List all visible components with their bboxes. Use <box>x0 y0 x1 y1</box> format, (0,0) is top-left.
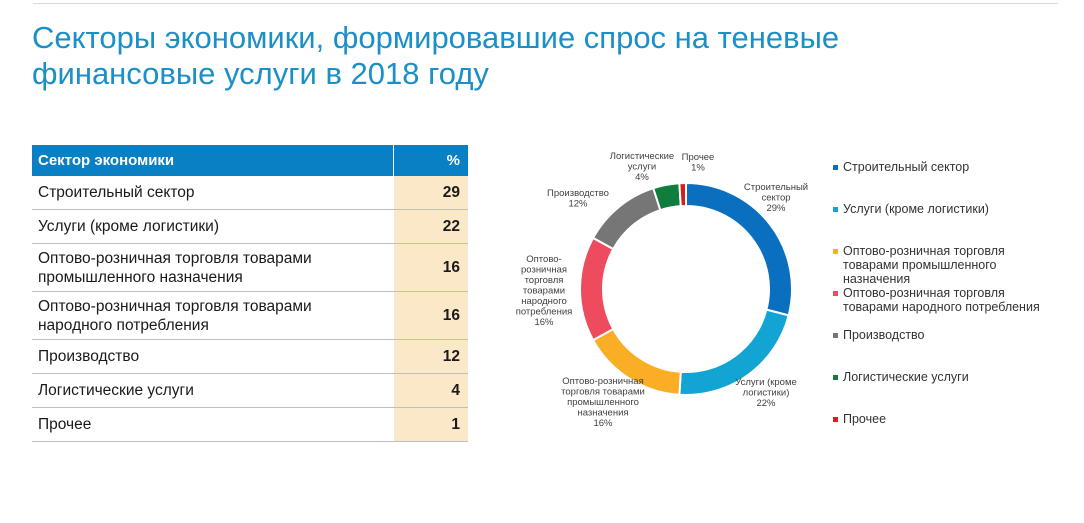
row-value: 22 <box>393 209 468 244</box>
row-value: 4 <box>393 373 468 408</box>
donut-slice <box>579 236 615 342</box>
slice-label: Прочее 1% <box>682 152 715 174</box>
table-row: Строительный сектор 29 <box>32 176 468 210</box>
row-sector-line: Оптово-розничная торговля товарами <box>38 297 312 315</box>
legend-swatch <box>833 165 838 170</box>
row-sector-line: Услуги (кроме логистики) <box>38 218 219 235</box>
legend-label-line: Логистические услуги <box>843 370 969 384</box>
legend-label: Строительный сектор <box>843 160 969 174</box>
row-sector: Строительный сектор <box>32 176 394 210</box>
legend-swatch <box>833 375 838 380</box>
legend-label: Услуги (кроме логистики) <box>843 202 989 216</box>
legend-label-line: Прочее <box>843 412 887 426</box>
page-title: Секторы экономики, формировавшие спрос н… <box>32 20 932 92</box>
table-row: Логистические услуги 4 <box>32 373 468 408</box>
legend-swatch <box>833 291 838 296</box>
row-value: 12 <box>393 339 468 374</box>
row-sector: Оптово-розничная торговля товарами народ… <box>32 291 394 340</box>
legend-label-line: Производство <box>843 328 925 342</box>
table-row: Оптово-розничная торговля товарами народ… <box>32 291 468 340</box>
legend-label: Логистические услуги <box>843 370 969 384</box>
row-sector-line: промышленного назначения <box>38 268 243 286</box>
table-row: Производство 12 <box>32 339 468 374</box>
legend-label-line: Оптово-розничная торговля <box>843 286 1005 300</box>
header-pct: % <box>393 145 468 176</box>
row-sector-line: Прочее <box>38 416 92 433</box>
legend-label-line: назначения <box>843 272 911 286</box>
slice-label: Строительный сектор 29% <box>744 182 808 214</box>
row-sector-line: Строительный сектор <box>38 184 195 201</box>
row-sector-line: народного потребления <box>38 316 209 334</box>
top-divider <box>33 3 1058 4</box>
legend-swatch <box>833 249 838 254</box>
row-value: 16 <box>393 243 468 292</box>
slice-label: Оптово-розничная торговля товарами промышл… <box>561 376 645 429</box>
table-row: Услуги (кроме логистики) 22 <box>32 209 468 244</box>
donut-slice <box>678 181 687 208</box>
row-value: 16 <box>393 291 468 340</box>
legend-swatch <box>833 333 838 338</box>
row-value: 1 <box>393 407 468 442</box>
table-row: Оптово-розничная торговля товарами промы… <box>32 243 468 292</box>
row-sector-line: Оптово-розничная торговля товарами <box>38 249 312 267</box>
slice-label: Производство 12% <box>547 188 609 210</box>
table-row: Прочее 1 <box>32 407 468 442</box>
page-title-line-2: финансовые услуги в 2018 году <box>32 56 489 91</box>
slice-label: Услуги (кроме логистики) 22% <box>735 377 797 409</box>
row-sector: Оптово-розничная торговля товарами промы… <box>32 243 394 292</box>
row-sector-line: Производство <box>38 348 140 365</box>
legend-label: Оптово-розничная торговля товарами народн… <box>843 286 1040 314</box>
row-sector: Производство <box>32 339 394 374</box>
table-header-row: Сектор экономики % <box>32 145 468 176</box>
slice-label: Логистические услуги 4% <box>610 151 674 183</box>
page-title-line-1: Секторы экономики, формировавшие спрос н… <box>32 20 840 55</box>
row-sector: Прочее <box>32 407 394 442</box>
legend-swatch <box>833 207 838 212</box>
legend-label: Прочее <box>843 412 886 426</box>
sector-table: Сектор экономики % Строительный сектор 2… <box>32 145 468 442</box>
legend-label-line: Оптово-розничная торговля <box>843 244 1005 258</box>
legend-label-line: Строительный сектор <box>843 160 970 174</box>
row-sector: Услуги (кроме логистики) <box>32 209 394 244</box>
row-value: 29 <box>393 176 468 210</box>
legend-label-line: Услуги (кроме логистики) <box>843 202 989 216</box>
row-sector-line: Логистические услуги <box>38 382 194 399</box>
legend-label: Производство <box>843 328 925 342</box>
header-sector: Сектор экономики <box>32 145 394 176</box>
slice-label: Оптово-розничная торговля товарами народног… <box>516 254 573 328</box>
row-sector: Логистические услуги <box>32 373 394 408</box>
legend-swatch <box>833 417 838 422</box>
legend-label-line: товарами народного потребления <box>843 300 1040 314</box>
legend-label: Оптово-розничная торговля товарами промыш… <box>843 244 1005 286</box>
legend-label-line: товарами промышленного <box>843 258 997 272</box>
